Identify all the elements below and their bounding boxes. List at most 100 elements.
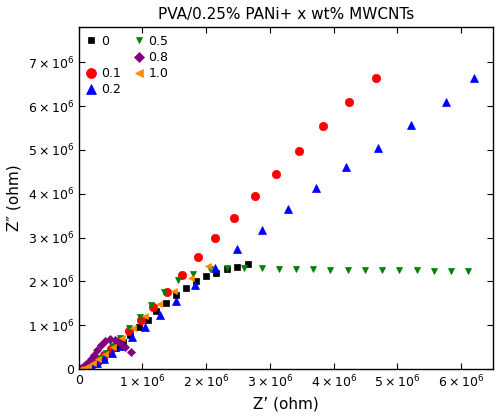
0	[120, 339, 126, 344]
0	[193, 279, 199, 284]
0.1	[178, 273, 184, 278]
0.2	[94, 360, 100, 365]
0.5	[464, 268, 470, 273]
0.5	[84, 364, 89, 369]
0.5	[224, 265, 230, 270]
0.5	[110, 344, 116, 349]
Line: 0.5: 0.5	[77, 265, 470, 372]
0.2	[88, 363, 94, 368]
0	[82, 366, 87, 371]
0	[234, 264, 240, 269]
0.5	[344, 267, 350, 272]
0.5	[87, 362, 93, 367]
Legend: 0, , 0.1, 0.2, 0.5, 0.8, 1.0: 0, , 0.1, 0.2, 0.5, 0.8, 1.0	[82, 31, 172, 100]
0.1	[108, 347, 114, 352]
0.1	[296, 148, 302, 153]
0	[128, 333, 134, 338]
0.2	[129, 335, 135, 340]
1.0	[102, 351, 108, 356]
1.0	[110, 344, 116, 349]
0	[96, 359, 102, 364]
0.1	[85, 364, 91, 369]
Line: 0.2: 0.2	[77, 74, 478, 373]
Line: 0: 0	[80, 261, 250, 372]
1.0	[85, 364, 91, 369]
0.8	[88, 357, 94, 362]
1.0	[79, 366, 85, 371]
0	[100, 355, 106, 360]
0.8	[78, 366, 84, 371]
0.1	[320, 124, 326, 129]
X-axis label: Z’ (ohm): Z’ (ohm)	[253, 396, 318, 411]
0.2	[173, 298, 179, 303]
0	[84, 365, 90, 370]
0.8	[86, 359, 91, 364]
0.8	[91, 352, 97, 357]
0.2	[142, 324, 148, 329]
0.8	[78, 366, 84, 371]
Title: PVA/0.25% PANi+ x wt% MWCNTs: PVA/0.25% PANi+ x wt% MWCNTs	[158, 7, 414, 22]
0.1	[252, 194, 258, 199]
0	[91, 362, 97, 367]
0.5	[207, 267, 213, 272]
0.1	[231, 215, 237, 220]
0.5	[77, 367, 83, 372]
0.2	[443, 99, 449, 104]
0.5	[431, 268, 437, 273]
1.0	[77, 367, 83, 372]
0	[183, 285, 189, 290]
0.2	[192, 283, 198, 288]
0.2	[285, 206, 291, 212]
0.1	[90, 361, 96, 366]
0	[203, 274, 209, 279]
0.1	[164, 289, 170, 294]
0.5	[161, 290, 167, 295]
0.5	[126, 326, 132, 331]
1.0	[171, 288, 177, 293]
0.5	[102, 350, 108, 355]
0.1	[346, 99, 352, 104]
0.5	[81, 365, 87, 370]
0.5	[414, 268, 420, 273]
0.2	[343, 164, 349, 169]
0.2	[408, 122, 414, 127]
1.0	[95, 357, 101, 362]
0.1	[138, 317, 143, 322]
0.5	[136, 315, 142, 320]
0.1	[100, 353, 106, 358]
0	[214, 270, 220, 275]
0.5	[396, 268, 402, 273]
1.0	[90, 361, 96, 366]
0.2	[313, 186, 319, 191]
0.1	[82, 365, 88, 370]
1.0	[188, 276, 194, 281]
0.8	[107, 336, 113, 342]
0	[154, 309, 160, 314]
0.1	[116, 339, 122, 344]
1.0	[206, 264, 212, 269]
0.5	[448, 268, 454, 273]
0.5	[276, 266, 282, 271]
0.2	[212, 265, 218, 270]
0.5	[293, 267, 299, 272]
0	[224, 267, 230, 272]
0.5	[258, 266, 264, 271]
0.1	[78, 366, 84, 371]
0.8	[117, 340, 123, 345]
0	[87, 364, 93, 369]
1.0	[130, 325, 136, 330]
0.1	[150, 304, 156, 309]
0.5	[328, 267, 334, 272]
0	[106, 351, 112, 356]
0.5	[92, 359, 98, 364]
0.2	[81, 366, 87, 371]
0.8	[80, 365, 86, 370]
0	[79, 366, 85, 371]
0.2	[108, 351, 114, 356]
0	[244, 261, 250, 266]
1.0	[82, 365, 87, 370]
0.5	[362, 268, 368, 273]
0.5	[96, 355, 102, 360]
0.2	[118, 344, 124, 349]
0.5	[242, 265, 248, 270]
